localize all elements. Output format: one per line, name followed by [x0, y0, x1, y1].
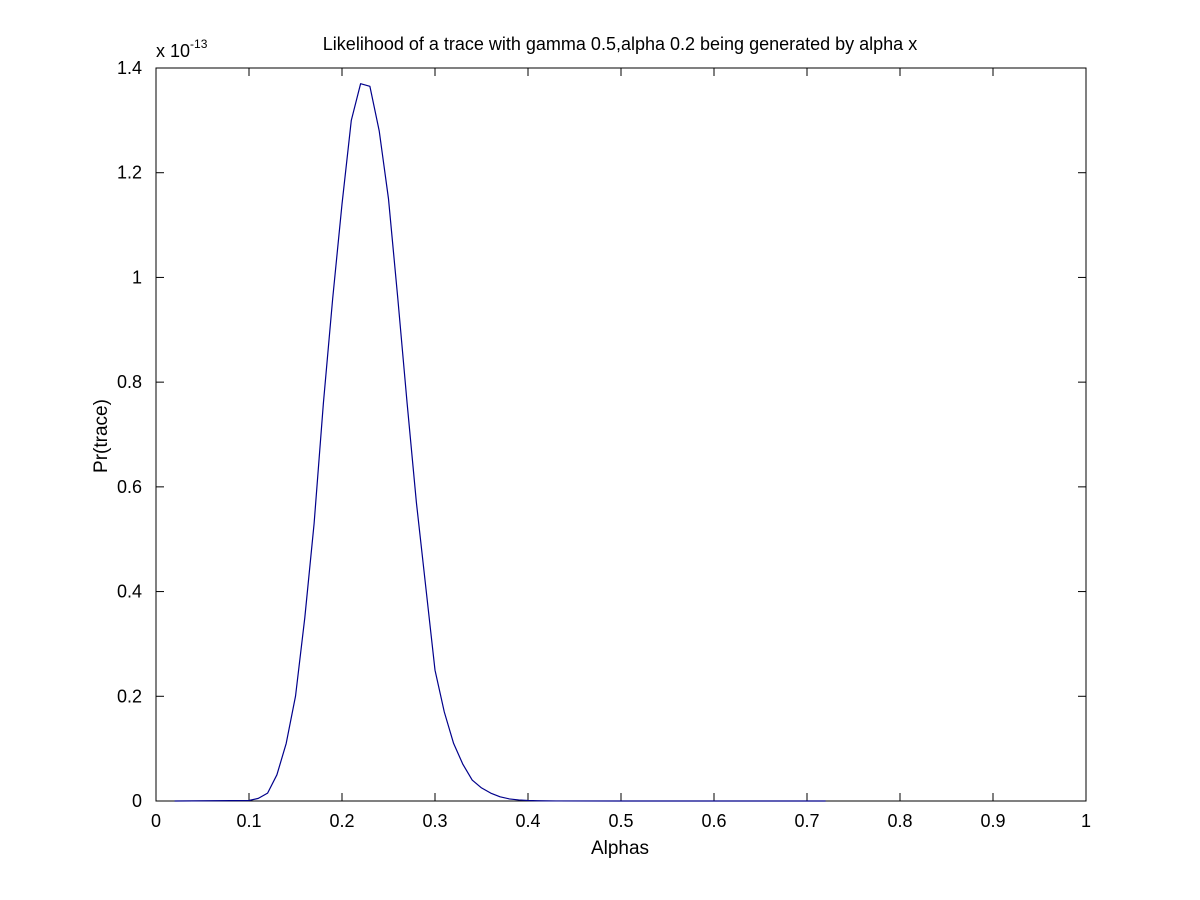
x-tick-label: 0.3	[422, 811, 447, 831]
y-tick-labels: 0 0.2 0.4 0.6 0.8 1 1.2 1.4	[117, 58, 142, 811]
x-tick-label: 1	[1081, 811, 1091, 831]
x-tick-label: 0.9	[980, 811, 1005, 831]
x-tick-label: 0	[151, 811, 161, 831]
y-tick-label: 1.4	[117, 58, 142, 78]
x-tick-label: 0.4	[515, 811, 540, 831]
y-tick-label: 1	[132, 267, 142, 287]
y-tick-label: 0.2	[117, 686, 142, 706]
y-tick-label: 0.4	[117, 582, 142, 602]
y-ticks	[156, 67, 1086, 802]
x-ticks	[155, 68, 1087, 801]
chart-title: Likelihood of a trace with gamma 0.5,alp…	[323, 34, 917, 54]
x-tick-labels: 0 0.1 0.2 0.3 0.4 0.5 0.6 0.7 0.8 0.9 1	[151, 811, 1091, 831]
x-tick-label: 0.1	[236, 811, 261, 831]
y-exponent-power: -13	[190, 37, 208, 51]
y-tick-label: 0.8	[117, 372, 142, 392]
x-tick-label: 0.6	[701, 811, 726, 831]
y-tick-label: 0.6	[117, 477, 142, 497]
y-axis-title: Pr(trace)	[91, 399, 112, 473]
y-tick-label: 0	[132, 791, 142, 811]
plot-area	[155, 67, 1087, 802]
x-tick-label: 0.2	[329, 811, 354, 831]
x-tick-label: 0.8	[887, 811, 912, 831]
y-exponent-label: x 10-13	[156, 37, 208, 61]
y-exponent-base: x 10	[156, 41, 190, 61]
x-tick-label: 0.7	[794, 811, 819, 831]
x-tick-label: 0.5	[608, 811, 633, 831]
y-tick-label: 1.2	[117, 163, 142, 183]
series-line	[174, 83, 826, 802]
x-axis-title: Alphas	[591, 838, 649, 859]
series-layer	[174, 83, 826, 802]
